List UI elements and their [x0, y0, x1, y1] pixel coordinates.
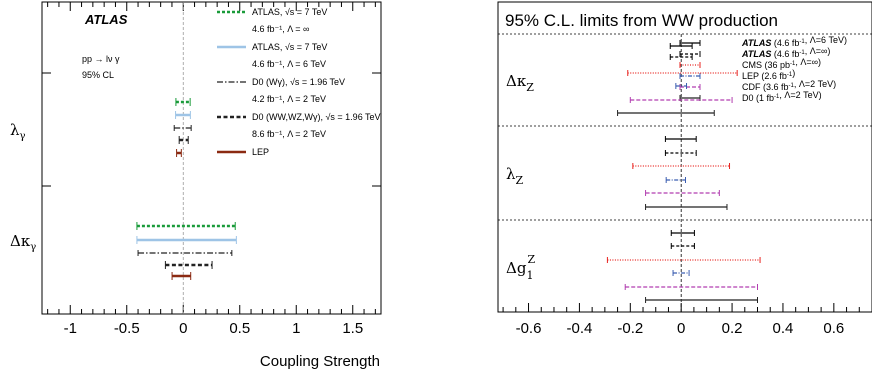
left-legend-label: D0 (WW,WZ,Wγ), √s = 1.96 TeV [252, 112, 381, 122]
left-x-tick-label: 0 [179, 320, 187, 337]
right-x-tick-label: -0.4 [566, 320, 592, 337]
left-bar-dkappa-gamma [171, 272, 192, 280]
right-bar-lambda-z [665, 177, 687, 183]
right-x-tick-label: -0.6 [516, 320, 542, 337]
left-bar-dkappa-gamma [136, 236, 237, 244]
left-error-bars [136, 98, 237, 280]
right-x-ticks [502, 303, 860, 312]
left-bar-lambda-gamma [176, 149, 182, 157]
y-label-lambda-z: λZ [506, 165, 524, 187]
left-bar-dkappa-gamma [136, 222, 236, 230]
cl-text: 95% CL [82, 70, 114, 80]
left-bar-dkappa-gamma [164, 261, 213, 269]
left-x-tick-label: 0.5 [229, 320, 250, 337]
right-x-tick-label: 0.4 [773, 320, 794, 337]
left-legend-label: LEP [252, 147, 269, 157]
right-bar-dg1z [606, 257, 761, 263]
right-bar-dkappa-z [617, 110, 715, 116]
atlas-brand-label: ATLAS [84, 12, 128, 27]
right-bar-lambda-z [632, 163, 731, 169]
right-legend-label: D0 (1 fb-1, Λ=2 TeV) [742, 90, 822, 103]
left-bar-lambda-gamma [175, 98, 191, 106]
right-x-tick-label: 0.6 [823, 320, 844, 337]
left-legend-label-line2: 8.6 fb⁻¹, Λ = 2 TeV [252, 129, 326, 139]
left-legend: ATLAS, √s = 7 TeV 4.6 fb⁻¹, Λ = ∞ ATLAS, √… [217, 7, 381, 157]
right-bar-dkappa-z [627, 70, 738, 76]
x-axis-title: Coupling Strength [260, 353, 380, 370]
left-x-tick-label: 1.5 [342, 320, 363, 337]
right-x-tick-label: 0.2 [722, 320, 743, 337]
left-legend-label-line2: 4.2 fb⁻¹, Λ = 2 TeV [252, 94, 326, 104]
y-label-dkappa-z: ΔκZ [506, 72, 534, 94]
right-bar-dkappa-z [629, 97, 733, 103]
right-legend-label: LEP (2.6 fb-1) [742, 68, 795, 81]
right-bar-dkappa-z [675, 83, 688, 89]
right-x-tick-label: -0.2 [617, 320, 643, 337]
right-bar-dkappa-z [669, 43, 693, 49]
right-legend-label: CMS (36 pb-1, Λ=∞) [742, 57, 821, 70]
right-legend: ATLAS (4.6 fb-1, Λ=6 TeV)ATLAS (4.6 fb-1… [679, 35, 847, 103]
right-tick-labels: -0.6 -0.4 -0.2 0 0.2 0.4 0.6 [516, 320, 845, 337]
right-bar-lambda-z [645, 204, 728, 210]
right-title: 95% C.L. limits from WW production [505, 11, 778, 30]
right-error-bars [606, 43, 761, 303]
left-x-tick-label: -1 [64, 320, 77, 337]
left-x-tick-label: -0.5 [114, 320, 140, 337]
left-bar-lambda-gamma [178, 136, 189, 144]
left-y-ticks [42, 72, 381, 187]
right-legend-label: ATLAS (4.6 fb-1, Λ=∞) [741, 46, 830, 59]
right-x-tick-label: 0 [677, 320, 685, 337]
left-bar-dkappa-gamma [137, 250, 233, 256]
right-bar-dg1z [670, 243, 695, 249]
right-bar-lambda-z [664, 136, 697, 142]
left-bar-lambda-gamma [173, 125, 192, 131]
left-legend-label-line2: 4.6 fb⁻¹, Λ = ∞ [252, 24, 309, 34]
left-bar-lambda-gamma [175, 111, 191, 119]
y-label-dg1z: Δg1Z [506, 253, 535, 282]
right-bar-dg1z [672, 270, 690, 276]
right-legend-label: CDF (3.6 fb-1, Λ=2 TeV) [742, 79, 836, 92]
right-bar-lambda-z [645, 190, 720, 196]
right-bar-dg1z [670, 230, 695, 236]
right-panel: 95% C.L. limits from WW production ΔκZ λ… [497, 1, 872, 337]
process-text: pp → lν γ [82, 54, 120, 64]
left-tick-labels: -1 -0.5 0 0.5 1 1.5 [64, 320, 364, 337]
left-panel: ATLAS pp → lν γ 95% CL λγ Δκγ ATLAS, √s … [10, 1, 382, 370]
left-legend-label-line2: 4.6 fb⁻¹, Λ = 6 TeV [252, 59, 326, 69]
y-label-dkappa-gamma: Δκγ [10, 232, 36, 253]
left-legend-label: ATLAS, √s = 7 TeV [252, 42, 327, 52]
right-bar-dg1z [645, 297, 759, 303]
right-bar-dkappa-z [669, 54, 693, 60]
left-x-tick-label: 1 [292, 320, 300, 337]
right-bar-dg1z [624, 284, 759, 290]
left-plot-frame [41, 1, 382, 315]
right-plot-frame [497, 1, 872, 313]
y-label-lambda-gamma: λγ [10, 121, 26, 142]
left-legend-label: D0 (Wγ), √s = 1.96 TeV [252, 77, 345, 87]
left-legend-label: ATLAS, √s = 7 TeV [252, 7, 327, 17]
right-legend-label: ATLAS (4.6 fb-1, Λ=6 TeV) [741, 35, 847, 48]
right-bar-lambda-z [664, 150, 697, 156]
